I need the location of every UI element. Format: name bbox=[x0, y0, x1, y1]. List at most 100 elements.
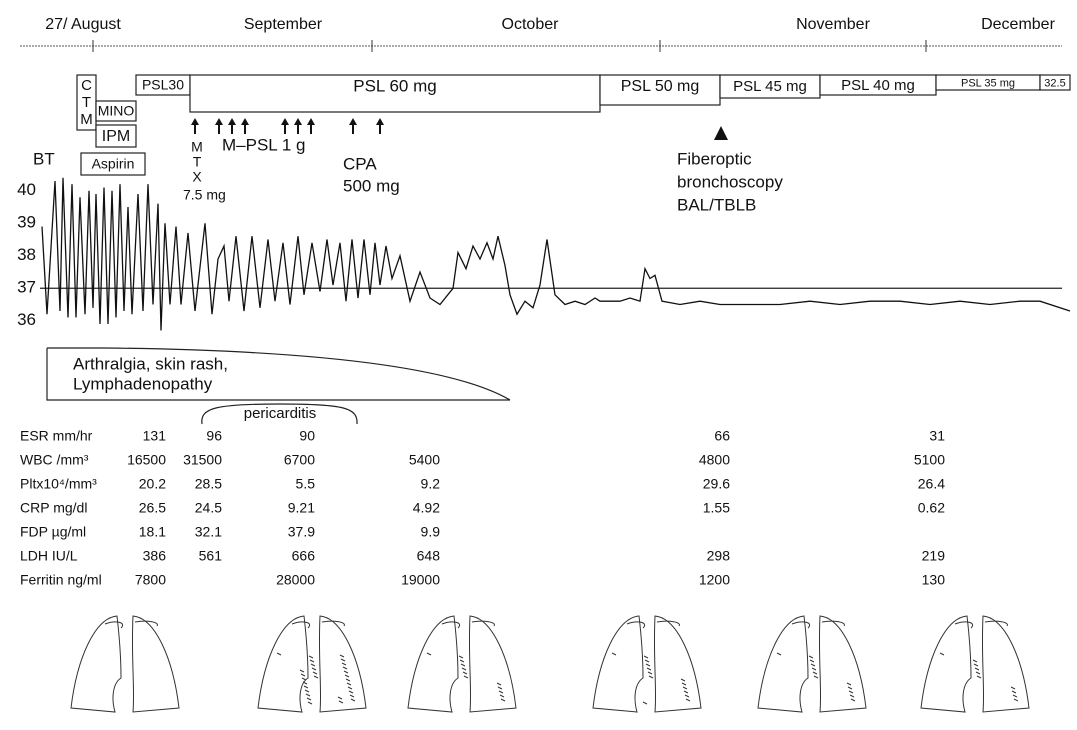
treatment-label: PSL 60 mg bbox=[353, 76, 436, 95]
symptom-label: Arthralgia, skin rash, bbox=[73, 354, 228, 373]
lung-shadow bbox=[940, 653, 944, 655]
treatment-label: PSL 50 mg bbox=[621, 78, 700, 95]
procedure-label: BAL/TBLB bbox=[677, 195, 756, 214]
lung-shadow bbox=[646, 664, 650, 666]
lab-value: 561 bbox=[199, 548, 223, 564]
dose-label: 500 mg bbox=[343, 176, 400, 195]
lab-value: 28000 bbox=[276, 572, 315, 588]
lung-shadow bbox=[310, 660, 314, 662]
lab-value: 18.1 bbox=[139, 524, 166, 540]
dose-arrow-head bbox=[307, 118, 315, 125]
lung-shadow bbox=[305, 690, 309, 692]
lung-shadow bbox=[340, 655, 344, 657]
symptom-label: Lymphadenopathy bbox=[73, 374, 213, 393]
lung-shadow bbox=[649, 676, 653, 678]
y-tick-label: 37 bbox=[17, 278, 36, 297]
lung-shadow bbox=[499, 691, 503, 693]
y-tick-label: 38 bbox=[17, 245, 36, 264]
lung-shadow bbox=[348, 687, 352, 689]
treatment-label: Aspirin bbox=[92, 156, 135, 172]
lab-name: CRP mg/dl bbox=[20, 500, 87, 516]
lung-shadow bbox=[460, 660, 464, 662]
lab-value: 219 bbox=[922, 548, 946, 564]
lung-outline bbox=[819, 616, 866, 712]
lung-shadow bbox=[277, 653, 281, 655]
lung-shadow bbox=[342, 663, 346, 665]
lung-shadow bbox=[307, 698, 311, 700]
lung-shadow bbox=[645, 660, 649, 662]
treatment-label: CPA bbox=[343, 154, 377, 173]
lung-shadow bbox=[814, 676, 818, 678]
lab-value: 5400 bbox=[409, 452, 440, 468]
lab-name: Ferritin ng/ml bbox=[20, 572, 102, 588]
lung-sketch bbox=[258, 616, 366, 712]
lung-shadow bbox=[463, 672, 467, 674]
lung-shadow bbox=[347, 683, 351, 685]
lab-value: 386 bbox=[143, 548, 167, 564]
axis-title: BT bbox=[33, 149, 55, 168]
lab-value: 5100 bbox=[914, 452, 945, 468]
treatment-label: C bbox=[81, 77, 92, 94]
lung-shadow bbox=[345, 675, 349, 677]
dose-arrow-head bbox=[215, 118, 223, 125]
lung-shadow bbox=[501, 699, 505, 701]
treatment-label: T bbox=[193, 154, 202, 170]
treatment-label: PSL 40 mg bbox=[841, 77, 915, 94]
dose-arrow-head bbox=[191, 118, 199, 125]
lung-shadow bbox=[976, 672, 980, 674]
lab-value: 31500 bbox=[183, 452, 222, 468]
lab-value: 16500 bbox=[127, 452, 166, 468]
lab-value: 19000 bbox=[401, 572, 440, 588]
month-label: November bbox=[796, 16, 870, 33]
lung-outline bbox=[982, 616, 1029, 712]
lung-shadow bbox=[975, 668, 979, 670]
dose-label: 7.5 mg bbox=[183, 187, 226, 203]
lung-shadow bbox=[464, 676, 468, 678]
lung-shadow bbox=[344, 671, 348, 673]
lab-value: 29.6 bbox=[703, 476, 730, 492]
lung-shadow bbox=[643, 702, 647, 704]
lab-value: 648 bbox=[417, 548, 441, 564]
dose-arrow-head bbox=[376, 118, 384, 125]
treatment-label: T bbox=[82, 94, 91, 111]
lung-shadow bbox=[974, 664, 978, 666]
lung-shadow bbox=[644, 656, 648, 658]
lab-value: 666 bbox=[292, 548, 316, 564]
symptom-label: pericarditis bbox=[244, 405, 317, 422]
lung-shadow bbox=[682, 683, 686, 685]
lung-outline bbox=[132, 616, 179, 712]
lung-shadow bbox=[304, 686, 308, 688]
lab-value: 96 bbox=[206, 428, 222, 444]
lung-outline bbox=[654, 616, 701, 712]
lab-value: 6700 bbox=[284, 452, 315, 468]
treatment-label: PSL30 bbox=[142, 77, 184, 93]
lung-sketch bbox=[921, 616, 1029, 712]
lung-shadow bbox=[308, 702, 312, 704]
y-tick-label: 39 bbox=[17, 213, 36, 232]
lung-shadow bbox=[350, 695, 354, 697]
lung-outline bbox=[71, 616, 121, 712]
dose-arrow-head bbox=[294, 118, 302, 125]
lung-shadow bbox=[612, 653, 616, 655]
lung-shadow bbox=[302, 678, 306, 680]
lab-name: FDP µg/ml bbox=[20, 524, 86, 540]
lung-shadow bbox=[683, 687, 687, 689]
lab-value: 37.9 bbox=[288, 524, 315, 540]
lung-shadow bbox=[851, 699, 855, 701]
lung-shadow bbox=[685, 695, 689, 697]
lab-value: 31 bbox=[929, 428, 945, 444]
lung-shadow bbox=[977, 676, 981, 678]
lung-outline bbox=[593, 616, 643, 712]
lab-value: 4.92 bbox=[413, 500, 440, 516]
lung-shadow bbox=[973, 660, 977, 662]
procedure-label: bronchoscopy bbox=[677, 172, 783, 191]
lung-shadow bbox=[812, 668, 816, 670]
lung-outline bbox=[469, 616, 516, 712]
lab-value: 298 bbox=[707, 548, 731, 564]
lab-value: 7800 bbox=[135, 572, 166, 588]
treatment-label: IPM bbox=[102, 128, 130, 145]
treatment-label: PSL 35 mg bbox=[961, 77, 1015, 89]
lung-shadow bbox=[777, 653, 781, 655]
lung-outline bbox=[758, 616, 808, 712]
lung-shadow bbox=[686, 699, 690, 701]
